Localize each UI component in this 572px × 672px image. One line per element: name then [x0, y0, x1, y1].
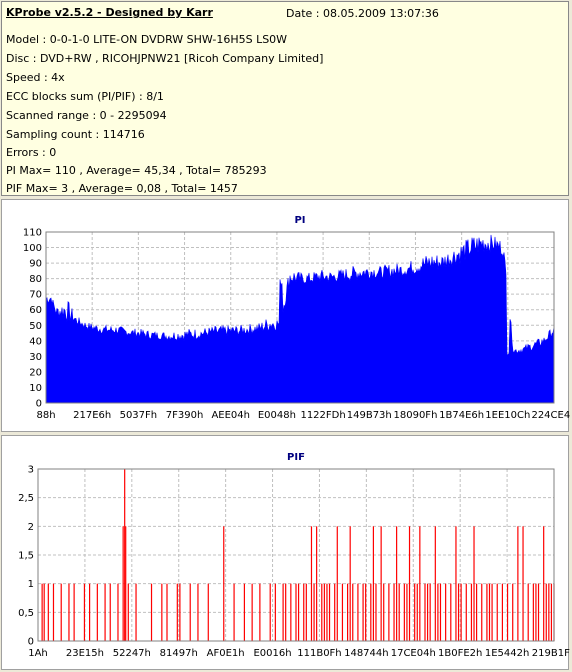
x-tick-label: 219B1Fh [532, 648, 570, 659]
chart-title: PIF [287, 452, 305, 463]
x-tick-label: 217E6h [73, 410, 111, 421]
pi-series-area [45, 234, 555, 404]
x-tick-label: E0016h [253, 648, 291, 659]
x-tick-label: 88h [36, 410, 55, 421]
y-tick-label: 10 [29, 383, 42, 394]
x-tick-label: 149B73h [347, 410, 392, 421]
x-tick-label: 1Ah [28, 648, 48, 659]
x-tick-label: 1122FDh [300, 410, 345, 421]
y-tick-label: 70 [29, 290, 42, 301]
y-tick-label: 1,5 [18, 551, 34, 562]
info-sampling-count: Sampling count : 114716 [6, 128, 145, 141]
x-tick-label: 23E15h [66, 648, 104, 659]
info-speed: Speed : 4x [6, 71, 65, 84]
y-tick-label: 2,5 [18, 493, 34, 504]
y-tick-label: 40 [29, 336, 42, 347]
info-disc: Disc : DVD+RW , RICOHJPNW21 [Ricoh Compa… [6, 52, 324, 65]
y-tick-label: 110 [23, 228, 42, 239]
y-tick-label: 3 [28, 465, 34, 476]
x-tick-label: 52247h [113, 648, 151, 659]
info-scanned-range: Scanned range : 0 - 2295094 [6, 109, 167, 122]
y-tick-label: 80 [29, 274, 42, 285]
x-tick-label: 224CE4h [531, 410, 570, 421]
info-pi-summary: PI Max= 110 , Average= 45,34 , Total= 78… [6, 164, 267, 177]
app-title: KProbe v2.5.2 - Designed by Karr [6, 6, 213, 19]
x-tick-label: 1EE10Ch [485, 410, 530, 421]
y-tick-label: 1 [28, 579, 34, 590]
y-tick-label: 0 [28, 637, 34, 648]
y-tick-label: 20 [29, 367, 42, 378]
x-tick-label: 148744h [344, 648, 389, 659]
info-pif-summary: PIF Max= 3 , Average= 0,08 , Total= 1457 [6, 182, 238, 195]
x-tick-label: 111B0Fh [297, 648, 341, 659]
y-tick-label: 90 [29, 259, 42, 270]
y-tick-label: 100 [23, 243, 42, 254]
y-tick-label: 60 [29, 305, 42, 316]
x-tick-label: 1E5442h [485, 648, 529, 659]
pif-chart-panel: PIF 0 0,5 1 1,5 2 2,5 3 1Ah 23E15h 52247h 81497h AF0… [1, 435, 570, 670]
chart-title: PI [294, 215, 305, 226]
y-tick-label: 30 [29, 352, 42, 363]
x-tick-label: AF0E1h [207, 648, 245, 659]
y-tick-label: 0,5 [18, 608, 34, 619]
y-tick-label: 2 [28, 522, 34, 533]
info-ecc-blocks: ECC blocks sum (PI/PIF) : 8/1 [6, 90, 164, 103]
pi-chart: PI 0 10 20 30 40 50 60 70 80 90 100 110 88h 217E6h 5037… [23, 215, 570, 421]
x-tick-label: 1B0FE2h [438, 648, 482, 659]
x-tick-label: 1B74E6h [439, 410, 484, 421]
scan-date: Date : 08.05.2009 13:07:36 [286, 7, 439, 20]
pi-chart-panel: PI 0 10 20 30 40 50 60 70 80 90 100 110 88h 217E6h 5037… [1, 199, 570, 432]
x-tick-label: E0048h [258, 410, 296, 421]
info-panel: KProbe v2.5.2 - Designed by Karr Date : … [1, 1, 569, 196]
x-tick-label: AEE04h [211, 410, 250, 421]
x-tick-label: 7F390h [166, 410, 204, 421]
plot-border [45, 231, 555, 404]
plot-border [37, 468, 555, 642]
y-tick-label: 50 [29, 321, 42, 332]
x-tick-label: 18090Fh [394, 410, 438, 421]
y-tick-label: 0 [36, 399, 42, 410]
x-tick-label: 17CE04h [391, 648, 436, 659]
x-tick-label: 81497h [160, 648, 198, 659]
info-model: Model : 0-0-1-0 LITE-ON DVDRW SHW-16H5S … [6, 33, 288, 46]
info-errors: Errors : 0 [6, 146, 57, 159]
x-tick-label: 5037Fh [120, 410, 158, 421]
pif-chart: PIF 0 0,5 1 1,5 2 2,5 3 1Ah 23E15h 52247h 81497h AF0… [18, 452, 570, 659]
